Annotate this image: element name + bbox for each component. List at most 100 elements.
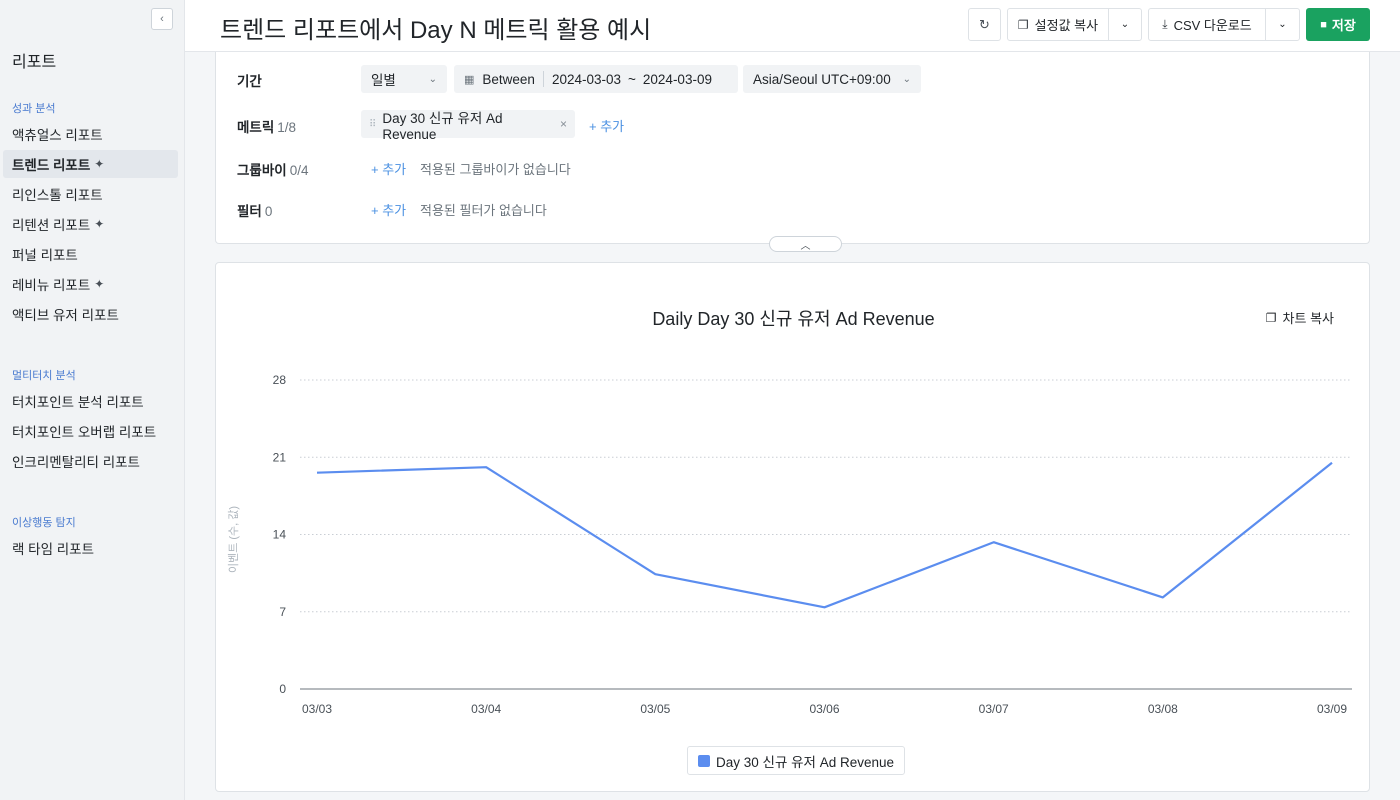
groupby-label-text: 그룹바이 (237, 163, 287, 178)
save-label: 저장 (1331, 18, 1356, 33)
csv-download-button[interactable]: ⤓ CSV 다운로드 (1148, 8, 1266, 41)
sidebar-item-label: 리인스톨 리포트 (12, 188, 103, 203)
groupby-count: 0/4 (289, 163, 309, 178)
x-tick-label: 03/08 (1148, 702, 1178, 716)
sidebar-title: 리포트 (12, 54, 57, 71)
page-title: 트렌드 리포트에서 Day N 메트릭 활용 예시 (220, 17, 652, 44)
groupby-empty-text: 적용된 그룹바이가 없습니다 (420, 162, 571, 177)
metric-label: 메트릭 1/8 (237, 116, 296, 136)
sidebar: ‹ 리포트 성과 분석 액츄얼스 리포트 트렌드 리포트 ✦ 리인스톨 리포트 리… (0, 0, 185, 800)
copy-icon: ❐ (1265, 310, 1277, 325)
series-line (316, 461, 1333, 609)
sidebar-item-label: 트렌드 리포트 (12, 158, 91, 173)
x-tick-label: 03/05 (640, 702, 670, 716)
chevron-down-icon: ⌄ (902, 73, 911, 85)
metric-chip[interactable]: ⠿ Day 30 신규 유저 Ad Revenue × (361, 110, 575, 142)
copy-icon: ❐ (1017, 17, 1029, 32)
sidebar-item-trend[interactable]: 트렌드 리포트 ✦ (3, 150, 178, 178)
filter-empty-text: 적용된 필터가 없습니다 (420, 203, 547, 218)
filter-label-text: 필터 (237, 204, 262, 219)
refresh-button[interactable]: ↻ (968, 8, 1001, 41)
y-tick-label: 0 (279, 682, 286, 696)
copy-settings-button[interactable]: ❐ 설정값 복사 (1007, 8, 1109, 41)
metric-count: 1/8 (277, 120, 297, 135)
x-tick-label: 03/03 (302, 702, 332, 716)
sidebar-item-active-user[interactable]: 액티브 유저 리포트 (3, 300, 178, 328)
sidebar-item-incrementality[interactable]: 인크리멘탈리티 리포트 (3, 447, 178, 475)
granularity-value: 일별 (371, 73, 396, 88)
x-tick-label: 03/06 (809, 702, 839, 716)
add-filter-button[interactable]: + 추가 (371, 203, 407, 218)
metric-chip-label: Day 30 신규 유저 Ad Revenue (382, 110, 503, 142)
date-range-picker[interactable]: ▦ Between 2024-03-03 ~ 2024-03-09 (454, 65, 738, 93)
config-collapse-toggle[interactable]: ︿ (769, 236, 842, 252)
granularity-select[interactable]: 일별 ⌄ (361, 65, 447, 93)
add-metric-button[interactable]: + 추가 (589, 119, 625, 134)
legend-item[interactable]: Day 30 신규 유저 Ad Revenue (687, 746, 906, 775)
close-icon[interactable]: × (559, 117, 567, 131)
date-separator: ~ (628, 71, 636, 87)
filter-count: 0 (264, 204, 273, 219)
y-tick-label: 14 (273, 528, 287, 542)
line-chart: 0 7 14 21 28 03/03 03/04 03/05 03/06 03/07 03/08 03… (227, 373, 1352, 716)
range-mode: Between (482, 71, 535, 87)
csv-download-dropdown[interactable]: ⌄ (1265, 8, 1300, 41)
sparkle-icon: ✦ (94, 217, 105, 231)
date-start: 2024-03-03 (551, 71, 622, 87)
sparkle-icon: ✦ (94, 157, 105, 171)
chevron-down-icon: ⌄ (1120, 19, 1130, 30)
groupby-label: 그룹바이 0/4 (237, 159, 308, 179)
divider (542, 71, 544, 87)
x-tick-label: 03/04 (471, 702, 501, 716)
chevron-left-icon: ‹ (160, 13, 164, 25)
sidebar-section-multitouch: 멀티터치 분석 (12, 370, 76, 382)
period-label: 기간 (237, 70, 262, 90)
timezone-value: Asia/Seoul UTC+09:00 (753, 71, 891, 87)
sidebar-item-retention[interactable]: 리텐션 리포트 ✦ (3, 210, 178, 238)
sidebar-item-touchpoint-analysis[interactable]: 터치포인트 분석 리포트 (3, 387, 178, 415)
period-label-text: 기간 (237, 74, 262, 89)
filter-label: 필터 0 (237, 200, 272, 220)
y-tick-label: 7 (279, 605, 286, 619)
copy-settings-dropdown[interactable]: ⌄ (1108, 8, 1142, 41)
sidebar-collapse-button[interactable]: ‹ (151, 8, 173, 30)
sidebar-item-label: 퍼널 리포트 (12, 248, 78, 263)
sidebar-item-label: 리텐션 리포트 (12, 218, 91, 233)
sidebar-item-label: 액티브 유저 리포트 (12, 308, 119, 323)
drag-handle-icon[interactable]: ⠿ (369, 118, 377, 130)
legend-label: Day 30 신규 유저 Ad Revenue (716, 754, 895, 770)
x-tick-label: 03/07 (979, 702, 1009, 716)
download-icon: ⤓ (1162, 17, 1168, 31)
add-groupby-button[interactable]: + 추가 (371, 162, 407, 177)
metric-label-text: 메트릭 (237, 120, 275, 135)
y-tick-label: 28 (273, 373, 287, 387)
sidebar-item-label: 랙 타임 리포트 (12, 542, 95, 557)
sidebar-item-touchpoint-overlap[interactable]: 터치포인트 오버랩 리포트 (3, 417, 178, 445)
sidebar-item-label: 레비뉴 리포트 (12, 278, 91, 293)
calendar-icon: ▦ (464, 73, 475, 86)
save-button[interactable]: ■ 저장 (1306, 8, 1370, 41)
sidebar-item-reinstall[interactable]: 리인스톨 리포트 (3, 180, 178, 208)
sidebar-item-funnel[interactable]: 퍼널 리포트 (3, 240, 178, 268)
refresh-icon: ↻ (979, 16, 990, 32)
sidebar-item-actuals[interactable]: 액츄얼스 리포트 (3, 120, 178, 148)
page-header: 트렌드 리포트에서 Day N 메트릭 활용 예시 ↻ ❐ 설정값 복사 ⌄ ⤓ C… (185, 0, 1400, 52)
timezone-select[interactable]: Asia/Seoul UTC+09:00 ⌄ (743, 65, 921, 93)
copy-settings-label: 설정값 복사 (1034, 18, 1099, 33)
chart-title: Daily Day 30 신규 유저 Ad Revenue (652, 309, 935, 329)
y-axis-label: 이벤트 (수, 값) (227, 506, 240, 573)
sidebar-item-label: 터치포인트 분석 리포트 (12, 395, 144, 410)
y-tick-label: 21 (273, 450, 287, 464)
sidebar-item-label: 액츄얼스 리포트 (12, 128, 103, 143)
sidebar-section-anomaly: 이상행동 탐지 (12, 517, 76, 529)
legend-swatch (698, 754, 710, 767)
report-config-panel: 기간 일별 ⌄ ▦ Between 2024-03-03 ~ 2024-03-09… (215, 52, 1370, 244)
sidebar-item-revenue[interactable]: 레비뉴 리포트 ✦ (3, 270, 178, 298)
date-end: 2024-03-09 (642, 71, 712, 87)
copy-chart-label: 차트 복사 (1282, 311, 1334, 326)
sidebar-section-performance: 성과 분석 (12, 103, 56, 115)
sidebar-item-lag-time[interactable]: 랙 타임 리포트 (3, 534, 178, 562)
sidebar-item-label: 터치포인트 오버랩 리포트 (12, 425, 157, 440)
copy-chart-button[interactable]: ❐ 차트 복사 (1266, 308, 1334, 327)
x-tick-label: 03/09 (1317, 702, 1347, 716)
